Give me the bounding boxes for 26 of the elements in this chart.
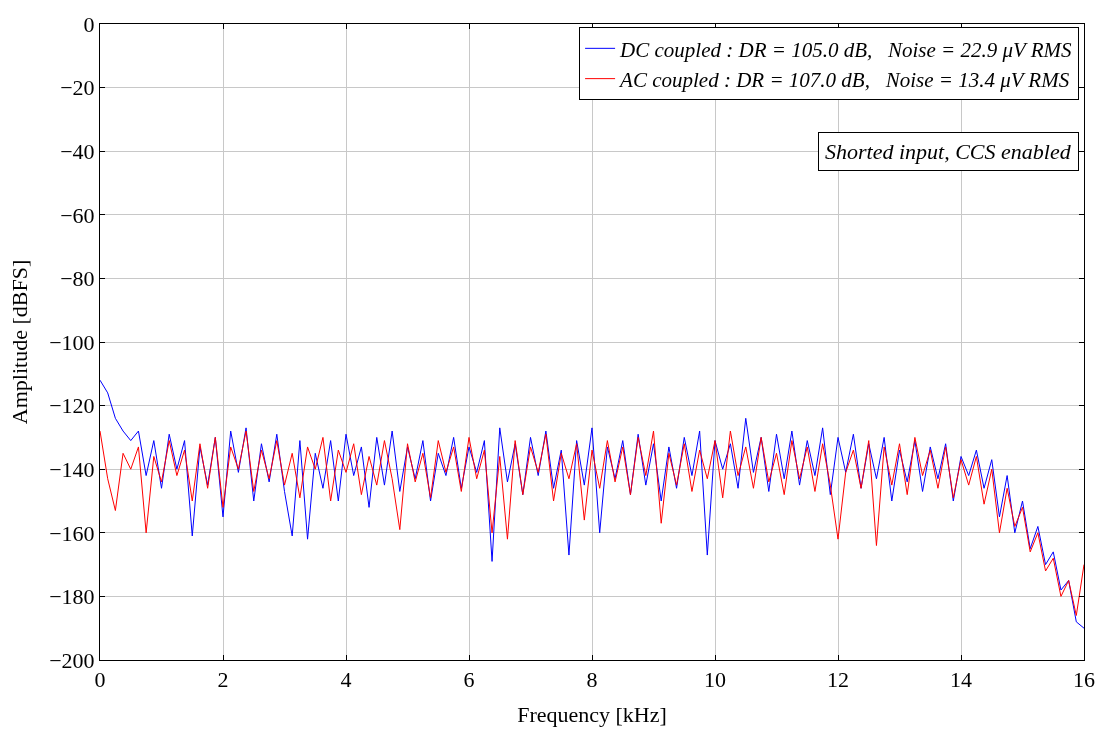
legend-label: DC coupled : DR = 105.0 dB, Noise = 22.9 μV RMS [619,37,1073,62]
line-series [100,430,1084,616]
x-tick-label: 14 [950,667,972,693]
y-tick-label: −140 [49,456,95,482]
y-axis-title: Amplitude [dBFS] [6,259,32,425]
legend-label: AC coupled : DR = 107.0 dB, Noise = 13.4 μV RMS [618,67,1070,92]
y-tick-label: −60 [60,202,95,228]
y-tick-label: −160 [49,520,95,546]
x-axis-title: Frequency [kHz] [517,702,667,728]
x-tick-label: 12 [827,667,849,693]
y-tick-label: −200 [49,647,95,673]
y-tick-label: 0 [83,11,95,37]
annotation: Shorted input, CCS enabled [825,139,1072,164]
x-tick-label: 10 [704,667,726,693]
x-tick-label: 8 [586,667,598,693]
y-tick-label: −100 [49,329,95,355]
y-tick-label: −40 [60,138,95,164]
x-tick-label: 6 [463,667,475,693]
x-tick-label: 16 [1073,667,1095,693]
y-tick-label: −80 [60,266,95,292]
line-series [100,379,1084,629]
x-tick-label: 2 [217,667,229,693]
y-tick-label: −120 [49,393,95,419]
y-tick-label: −180 [49,584,95,610]
x-tick-label: 4 [340,667,352,693]
y-tick-label: −20 [60,75,95,101]
